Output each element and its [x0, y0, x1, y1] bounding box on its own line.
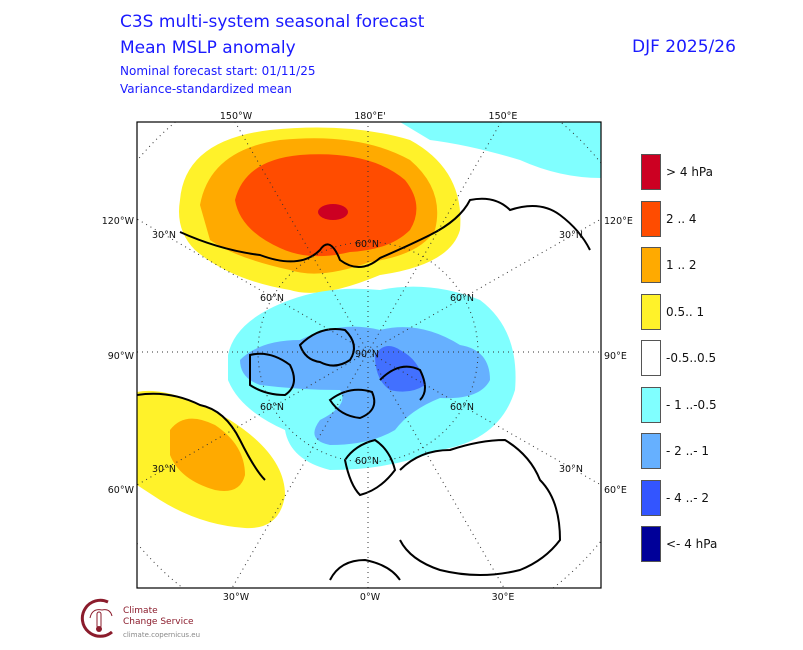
lat-label-30n: 30°N: [559, 464, 583, 475]
lon-label-right: 60°E: [604, 485, 627, 496]
lon-label-left: 60°W: [108, 485, 135, 496]
lat-label-60n: 60°N: [355, 239, 379, 250]
legend-swatch: [641, 154, 661, 190]
lon-label-left: 90°W: [108, 351, 135, 362]
coastlines: [137, 197, 591, 581]
legend-label: - 1 ..-0.5: [666, 397, 717, 412]
logo-url: climate.copernicus.eu: [123, 631, 201, 639]
legend-swatch: [641, 433, 661, 469]
logo-text-line1: Climate: [123, 606, 158, 616]
legend-swatch: [641, 340, 661, 376]
lat-label-60n: 60°N: [450, 402, 474, 413]
lon-label-top: 150°W: [220, 111, 253, 122]
logo-text-line2: Change Service: [123, 617, 194, 627]
lon-label-left: 120°W: [102, 216, 135, 227]
lon-label-bottom: 0°W: [360, 592, 381, 603]
title: C3S multi-system seasonal forecast: [120, 12, 425, 32]
legend-label: 0.5.. 1: [666, 304, 705, 319]
legend-label: <- 4 hPa: [666, 537, 718, 551]
lat-label-60n: 60°N: [260, 402, 284, 413]
lon-label-right: 90°E: [604, 351, 627, 362]
map-frame: [136, 121, 602, 589]
legend-swatch: [641, 247, 661, 283]
lat-label-90n: 90°N: [355, 349, 379, 360]
forecast-start: Nominal forecast start: 01/11/25: [120, 64, 316, 78]
legend-label: - 2 ..- 1: [666, 444, 710, 458]
legend-label: > 4 hPa: [666, 165, 713, 179]
legend-label: -0.5..0.5: [666, 351, 717, 365]
anomaly-blue-arctic: [240, 326, 490, 445]
latitude-labels: 90°N 60°N 60°N 60°N 60°N 60°N 60°N 30°N …: [152, 230, 583, 475]
lon-label-top: 150°E: [489, 111, 518, 122]
legend-label: 1 .. 2: [666, 258, 697, 272]
lon-label-bottom: 30°E: [492, 592, 515, 603]
lat-label-60n: 60°N: [260, 293, 284, 304]
legend-label: 2 .. 4: [666, 211, 697, 226]
anomaly-cyan-ne: [400, 122, 601, 178]
lon-label-top: 180°E': [354, 111, 386, 122]
lat-label-60n: 60°N: [355, 456, 379, 467]
lon-label-bottom: 30°W: [223, 592, 250, 603]
lon-label-right: 120°E: [604, 216, 633, 227]
legend-swatch: [641, 386, 661, 423]
anomaly-red-core: [318, 204, 348, 220]
legend-swatch: [641, 526, 661, 562]
anomaly-orange-atlantic: [170, 418, 245, 491]
legend-swatch: [641, 293, 661, 330]
season-label: DJF 2025/26: [632, 37, 736, 57]
legend-swatch: [641, 479, 661, 516]
lat-label-30n: 30°N: [559, 230, 583, 241]
legend-swatch: [641, 200, 661, 237]
anomaly-darkblue-arctic: [375, 346, 425, 392]
lat-label-60n: 60°N: [450, 293, 474, 304]
copernicus-logo-icon: [80, 598, 113, 638]
lat-label-30n: 30°N: [152, 230, 176, 241]
legend-label: - 4 ..- 2: [666, 490, 710, 505]
subtitle: Mean MSLP anomaly: [120, 38, 296, 58]
method-note: Variance-standardized mean: [120, 82, 292, 96]
lat-label-30n: 30°N: [152, 464, 176, 475]
